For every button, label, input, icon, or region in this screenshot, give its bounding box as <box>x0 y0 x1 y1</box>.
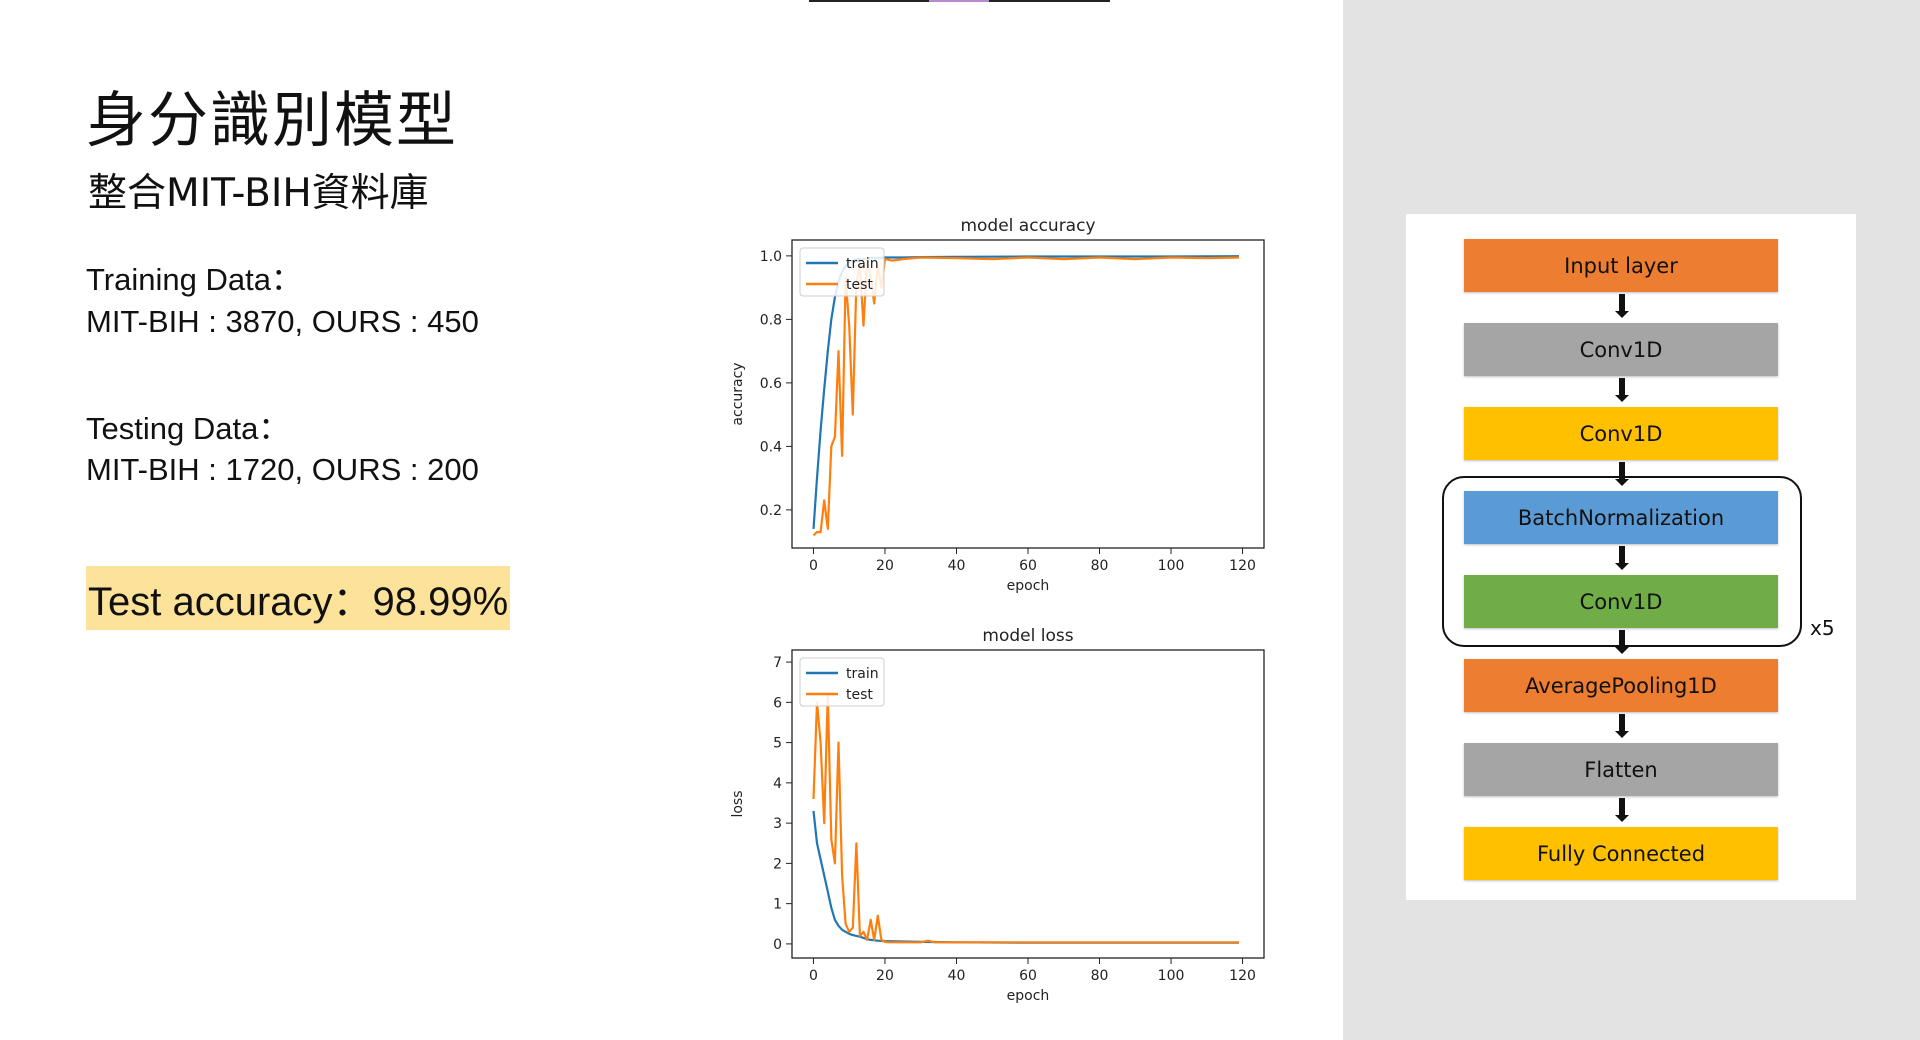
chart-title: model loss <box>982 626 1073 646</box>
repeat-count-label: x5 <box>1810 616 1835 640</box>
top-accent-line <box>929 0 989 2</box>
testing-data-heading: Testing Data： <box>86 411 290 446</box>
arrow-down-icon <box>1615 798 1629 822</box>
y-tick-label: 0.6 <box>760 376 782 392</box>
loss-chart: model loss 0 20 40 60 80 100 120 0 1 2 3 4 5 6 7 epoch lo… <box>730 626 1265 1004</box>
legend-label-train: train <box>846 256 879 272</box>
y-tick-label: 1 <box>773 897 782 913</box>
y-tick-label: 3 <box>773 816 782 832</box>
arrow-down-icon <box>1615 462 1629 486</box>
arrow-down-icon <box>1615 378 1629 402</box>
x-tick-label: 120 <box>1229 558 1256 574</box>
layer-conv1d-1: Conv1D <box>1464 323 1778 376</box>
y-tick-label: 0 <box>773 937 782 953</box>
slide: 身分識別模型 整合MIT-BIH資料庫 Training Data： MIT-B… <box>0 0 1343 1040</box>
x-tick-label: 100 <box>1158 558 1185 574</box>
chart-title: model accuracy <box>960 216 1095 236</box>
arrow-down-icon <box>1615 630 1629 654</box>
y-tick-label: 4 <box>773 776 782 792</box>
x-axis-label: epoch <box>1007 988 1050 1004</box>
arrow-down-icon <box>1615 546 1629 570</box>
x-tick-label: 60 <box>1019 558 1037 574</box>
legend-label-test: test <box>846 277 873 293</box>
y-tick-label: 5 <box>773 736 782 752</box>
legend-label-test: test <box>846 687 873 703</box>
model-architecture-diagram: x5 Input layer Conv1D Conv1D BatchNormal… <box>1406 214 1856 900</box>
arrow-down-icon <box>1615 294 1629 318</box>
layer-conv1d-3: Conv1D <box>1464 575 1778 628</box>
series-line-test <box>812 693 1239 944</box>
x-tick-label: 60 <box>1019 968 1037 984</box>
x-tick-label: 80 <box>1091 558 1109 574</box>
x-tick-label: 0 <box>809 968 818 984</box>
x-axis-label: epoch <box>1007 578 1050 594</box>
y-tick-label: 1.0 <box>760 249 782 265</box>
training-data-values: MIT-BIH : 3870, OURS : 450 <box>86 304 479 339</box>
slide-title: 身分識別模型 <box>86 86 458 156</box>
legend-label-train: train <box>846 666 879 682</box>
testing-data-values: MIT-BIH : 1720, OURS : 200 <box>86 452 479 487</box>
training-data-heading: Training Data： <box>86 262 302 297</box>
x-tick-label: 20 <box>876 558 894 574</box>
layer-fully-connected: Fully Connected <box>1464 827 1778 880</box>
x-tick-label: 80 <box>1091 968 1109 984</box>
layer-input: Input layer <box>1464 239 1778 292</box>
y-axis-label: loss <box>730 790 746 817</box>
x-tick-label: 40 <box>948 968 966 984</box>
y-tick-label: 0.2 <box>760 503 782 519</box>
x-tick-label: 40 <box>948 558 966 574</box>
y-tick-label: 0.4 <box>760 439 782 455</box>
layer-batchnorm: BatchNormalization <box>1464 491 1778 544</box>
y-tick-label: 6 <box>773 695 782 711</box>
x-tick-label: 0 <box>809 558 818 574</box>
y-tick-label: 7 <box>773 655 782 671</box>
y-axis-label: accuracy <box>730 362 746 425</box>
y-tick-label: 2 <box>773 856 782 872</box>
x-tick-label: 20 <box>876 968 894 984</box>
layer-avgpool: AveragePooling1D <box>1464 659 1778 712</box>
y-tick-label: 0.8 <box>760 312 782 328</box>
slide-subtitle: 整合MIT-BIH資料庫 <box>88 171 429 216</box>
x-tick-label: 100 <box>1158 968 1185 984</box>
x-tick-label: 120 <box>1229 968 1256 984</box>
arrow-down-icon <box>1615 714 1629 738</box>
test-accuracy-highlight: Test accuracy：98.99% <box>86 566 511 630</box>
accuracy-chart: model accuracy 0 20 40 60 80 100 120 0.2 0.4 0.6 0.… <box>730 216 1265 594</box>
layer-flatten: Flatten <box>1464 743 1778 796</box>
layer-conv1d-2: Conv1D <box>1464 407 1778 460</box>
